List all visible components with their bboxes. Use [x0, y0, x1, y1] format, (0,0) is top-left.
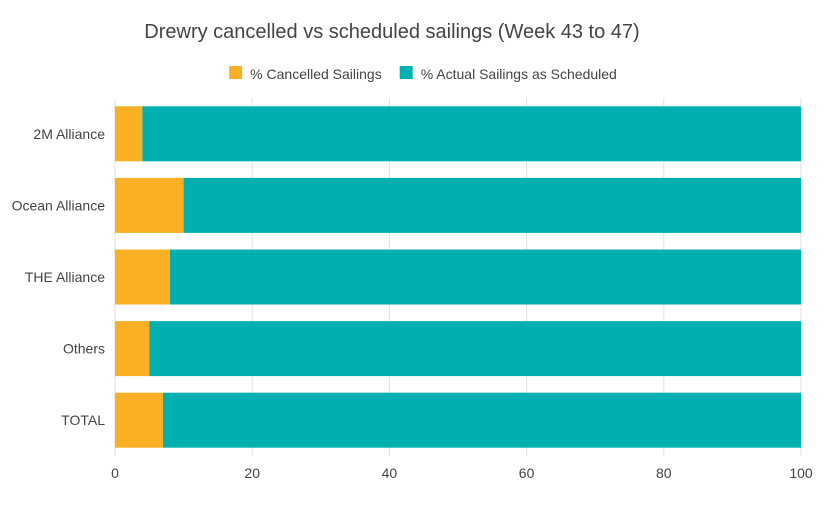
bar-cancelled-2: [115, 249, 170, 305]
legend-swatch: [399, 66, 413, 79]
category-labels: 2M Alliance Ocean Alliance THE Alliance Oth…: [12, 126, 106, 428]
bar-scheduled-2: [169, 249, 801, 305]
legend-label: % Actual Sailings as Scheduled: [421, 66, 617, 82]
category-label: 2M Alliance: [33, 126, 105, 142]
x-tick-label: 100: [789, 465, 813, 481]
x-tick-label: 80: [656, 465, 672, 481]
legend: % Cancelled Sailings % Actual Sailings as…: [229, 66, 617, 82]
category-label: THE Alliance: [25, 269, 105, 285]
chart-title: Drewry cancelled vs scheduled sailings (…: [144, 21, 639, 43]
legend-swatch: [229, 66, 243, 79]
x-tick-label: 20: [244, 465, 260, 481]
legend-label: % Cancelled Sailings: [250, 66, 382, 82]
x-tick-label: 40: [382, 465, 398, 481]
category-label: Ocean Alliance: [12, 197, 106, 213]
bar-scheduled-1: [183, 177, 802, 233]
bar-cancelled-0: [115, 106, 143, 162]
bar-cancelled-1: [115, 177, 184, 233]
bars: [115, 106, 802, 448]
bar-scheduled-4: [163, 392, 801, 448]
bar-scheduled-0: [142, 106, 801, 162]
bar-scheduled-3: [149, 321, 802, 377]
bar-cancelled-3: [115, 321, 150, 377]
x-tick-label: 60: [519, 465, 535, 481]
category-label: TOTAL: [61, 412, 105, 428]
x-tick-label: 0: [111, 465, 119, 481]
x-axis-ticks: 0 20 40 60 80 100: [111, 465, 813, 481]
category-label: Others: [63, 341, 105, 357]
bar-cancelled-4: [115, 392, 164, 448]
